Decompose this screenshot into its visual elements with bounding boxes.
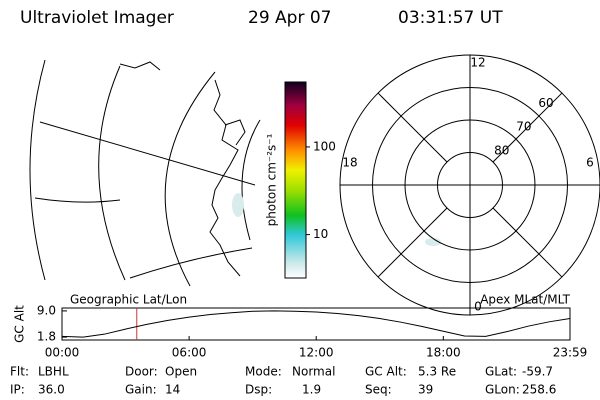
- left-label: Geographic Lat/Lon: [70, 293, 187, 307]
- status-value: 14: [165, 383, 180, 397]
- mlt-diagonal: [492, 92, 563, 163]
- status-label: Flt:: [10, 365, 29, 379]
- x-tick-label: 18:00: [426, 346, 461, 360]
- status-value: -59.7: [522, 365, 553, 379]
- y-tick-label: 9.0: [37, 303, 56, 317]
- status-value: Open: [165, 365, 197, 379]
- y-tick-label: 1.8: [37, 330, 56, 344]
- mlt-diagonal: [377, 92, 448, 163]
- mlt-label: 0: [474, 300, 482, 314]
- status-label: GLon:: [485, 383, 520, 397]
- colorbar: [284, 81, 307, 279]
- status-label: Seq:: [365, 383, 392, 397]
- colorbar-label: photon cm⁻²s⁻¹: [265, 133, 279, 226]
- x-tick-label: 00:00: [45, 346, 80, 360]
- status-value: 5.3 Re: [418, 365, 456, 379]
- status-value: 36.0: [38, 383, 65, 397]
- y-label: GC Alt: [13, 305, 27, 343]
- colorbar-tick-label: 100: [313, 139, 336, 153]
- status-value: 39: [418, 383, 433, 397]
- altitude-line: [61, 310, 571, 338]
- status-value: LBHL: [38, 365, 69, 379]
- lat-label: 60: [538, 96, 553, 110]
- status-label: Door:: [125, 365, 158, 379]
- status-label: Dsp:: [245, 383, 272, 397]
- x-tick-label: 06:00: [172, 346, 207, 360]
- mlt-diagonal: [377, 207, 448, 278]
- right-label: Apex MLat/MLT: [480, 293, 570, 307]
- status-value: 1.9: [302, 383, 321, 397]
- status-value: Normal: [292, 365, 335, 379]
- lat-label: 70: [516, 120, 531, 134]
- lat-label: 80: [494, 143, 509, 157]
- status-value: 258.6: [522, 383, 556, 397]
- date: 29 Apr 07: [248, 8, 331, 28]
- status-label: GLat:: [485, 365, 517, 379]
- status-label: IP:: [10, 383, 25, 397]
- mlt-label: 6: [586, 156, 594, 170]
- x-tick-label: 12:00: [299, 346, 334, 360]
- colorbar-tick-label: 10: [313, 227, 328, 241]
- mlt-label: 18: [342, 156, 357, 170]
- map: [29, 59, 441, 287]
- status-label: GC Alt:: [365, 365, 407, 379]
- status-label: Gain:: [125, 383, 157, 397]
- mlt-label: 12: [470, 56, 485, 70]
- title: Ultraviolet Imager: [20, 8, 174, 28]
- x-tick-label: 23:59: [553, 346, 588, 360]
- time: 03:31:57 UT: [398, 8, 503, 28]
- mlt-diagonal: [492, 207, 563, 278]
- status-label: Mode:: [245, 365, 282, 379]
